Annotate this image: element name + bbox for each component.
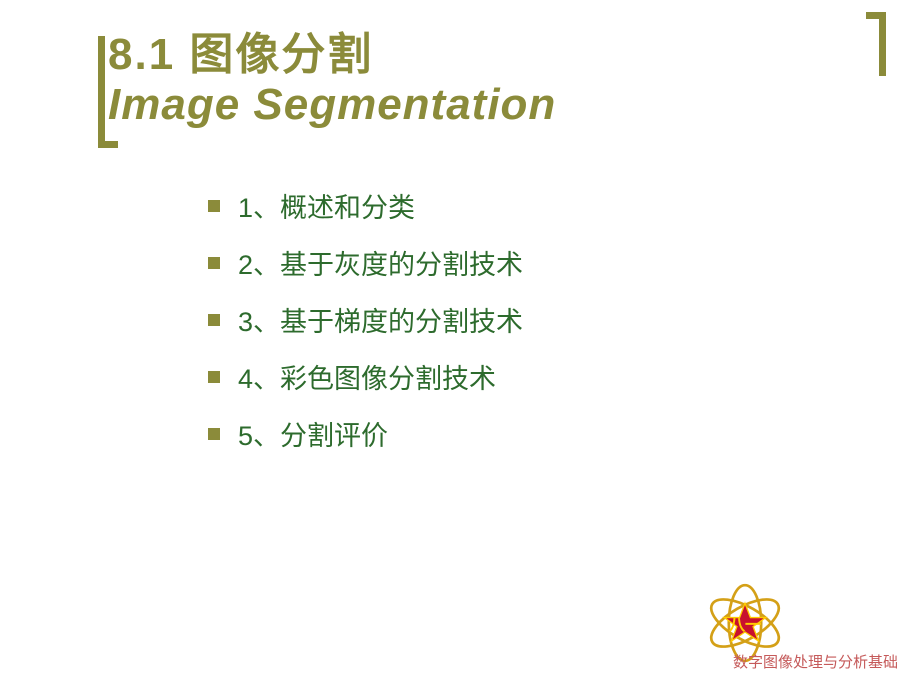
list-item-text: 3、基于梯度的分割技术 <box>238 300 523 339</box>
list-item: 5、分割评价 <box>208 414 920 453</box>
list-item: 1、概述和分类 <box>208 186 920 225</box>
list-item: 4、彩色图像分割技术 <box>208 357 920 396</box>
footer-text: 数字图像处理与分析基础 <box>733 651 898 672</box>
list-item: 3、基于梯度的分割技术 <box>208 300 920 339</box>
list-item-text: 4、彩色图像分割技术 <box>238 357 496 396</box>
content-list: 1、概述和分类 2、基于灰度的分割技术 3、基于梯度的分割技术 4、彩色图像分割… <box>208 186 920 453</box>
list-item: 2、基于灰度的分割技术 <box>208 243 920 282</box>
svg-text:八一: 八一 <box>729 616 761 634</box>
bullet-icon <box>208 371 220 383</box>
list-item-text: 5、分割评价 <box>238 414 388 453</box>
list-item-text: 2、基于灰度的分割技术 <box>238 243 523 282</box>
bullet-icon <box>208 314 220 326</box>
title-english: Image Segmentation <box>108 80 920 130</box>
bullet-icon <box>208 200 220 212</box>
title-chinese: 8.1 图像分割 <box>108 18 920 82</box>
list-item-text: 1、概述和分类 <box>238 186 415 225</box>
bullet-icon <box>208 257 220 269</box>
bullet-icon <box>208 428 220 440</box>
title-area: 8.1 图像分割 Image Segmentation <box>0 0 920 130</box>
